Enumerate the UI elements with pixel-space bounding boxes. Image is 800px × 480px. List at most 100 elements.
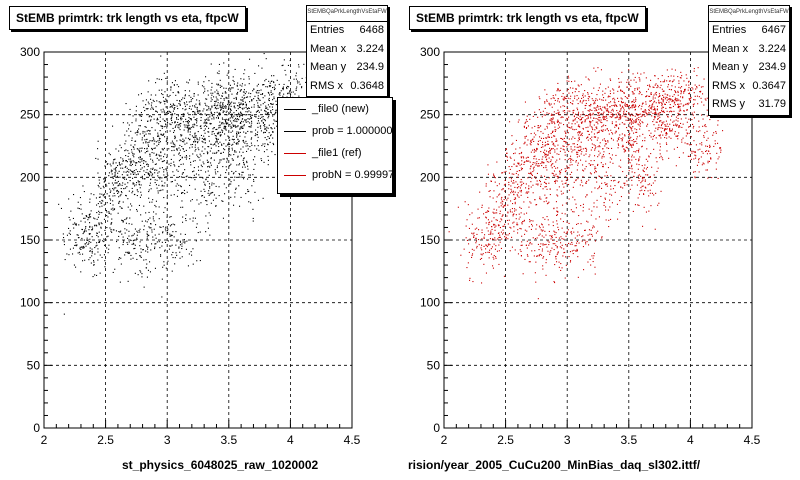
scatter-point bbox=[594, 266, 596, 268]
scatter-point bbox=[623, 92, 625, 94]
scatter-point bbox=[237, 88, 239, 90]
scatter-point bbox=[575, 88, 577, 90]
scatter-point bbox=[126, 130, 128, 132]
plot-frame bbox=[443, 51, 753, 429]
scatter-point bbox=[622, 144, 624, 146]
scatter-point bbox=[694, 154, 696, 156]
scatter-point bbox=[704, 125, 706, 127]
scatter-point bbox=[128, 128, 130, 130]
scatter-point bbox=[233, 204, 235, 206]
scatter-point bbox=[591, 98, 593, 100]
scatter-point bbox=[232, 173, 234, 175]
scatter-point bbox=[576, 223, 578, 225]
scatter-point bbox=[632, 93, 634, 95]
scatter-point bbox=[485, 216, 487, 218]
scatter-point bbox=[632, 143, 634, 145]
scatter-point bbox=[575, 113, 577, 115]
scatter-point bbox=[494, 224, 496, 226]
scatter-point bbox=[261, 160, 263, 162]
scatter-point bbox=[240, 102, 242, 104]
scatter-point bbox=[603, 151, 605, 153]
scatter-point bbox=[190, 108, 192, 110]
scatter-point bbox=[691, 112, 693, 114]
scatter-point bbox=[547, 154, 549, 156]
scatter-point bbox=[195, 135, 197, 137]
scatter-point bbox=[501, 219, 503, 221]
scatter-point bbox=[539, 140, 541, 142]
scatter-point bbox=[621, 133, 623, 135]
scatter-point bbox=[550, 159, 552, 161]
scatter-point bbox=[564, 171, 566, 173]
scatter-point bbox=[168, 110, 170, 112]
scatter-point bbox=[143, 106, 145, 108]
scatter-point bbox=[218, 94, 220, 96]
scatter-point bbox=[132, 257, 134, 259]
scatter-point bbox=[531, 173, 533, 175]
scatter-point bbox=[652, 112, 654, 114]
scatter-point bbox=[222, 92, 224, 94]
legend-entry: prob = 1.000000 bbox=[278, 120, 392, 142]
scatter-point bbox=[594, 273, 596, 275]
scatter-point bbox=[669, 104, 671, 106]
scatter-point bbox=[161, 161, 163, 163]
scatter-point bbox=[562, 221, 564, 223]
scatter-point bbox=[273, 75, 275, 77]
scatter-point bbox=[234, 151, 236, 153]
scatter-point bbox=[629, 84, 631, 86]
scatter-point bbox=[221, 123, 223, 125]
scatter-point bbox=[642, 179, 644, 181]
scatter-point bbox=[180, 114, 182, 116]
scatter-point bbox=[176, 117, 178, 119]
scatter-point bbox=[84, 221, 86, 223]
scatter-point bbox=[207, 170, 209, 172]
scatter-point bbox=[150, 168, 152, 170]
scatter-point bbox=[573, 249, 575, 251]
scatter-point bbox=[594, 148, 596, 150]
scatter-point bbox=[208, 174, 210, 176]
scatter-point bbox=[175, 185, 177, 187]
scatter-point bbox=[608, 111, 610, 113]
scatter-point bbox=[539, 253, 541, 255]
scatter-point bbox=[692, 150, 694, 152]
scatter-point bbox=[140, 251, 142, 253]
scatter-point bbox=[150, 249, 152, 251]
scatter-point bbox=[288, 92, 290, 94]
scatter-point bbox=[558, 101, 560, 103]
scatter-point bbox=[141, 115, 143, 117]
scatter-point bbox=[576, 146, 578, 148]
scatter-point bbox=[648, 112, 650, 114]
scatter-point bbox=[593, 101, 595, 103]
scatter-point bbox=[584, 105, 586, 107]
scatter-point bbox=[589, 112, 591, 114]
scatter-point bbox=[603, 111, 605, 113]
scatter-point bbox=[93, 217, 95, 219]
scatter-point bbox=[636, 117, 638, 119]
scatter-point bbox=[135, 174, 137, 176]
scatter-point bbox=[591, 109, 593, 111]
scatter-point bbox=[144, 178, 146, 180]
scatter-point bbox=[481, 254, 483, 256]
scatter-point bbox=[646, 91, 648, 93]
scatter-point bbox=[136, 237, 138, 239]
scatter-point bbox=[210, 162, 212, 164]
scatter-point bbox=[170, 245, 172, 247]
scatter-point bbox=[553, 230, 555, 232]
scatter-point bbox=[475, 240, 477, 242]
scatter-point bbox=[649, 189, 651, 191]
scatter-point bbox=[624, 184, 626, 186]
scatter-point bbox=[568, 256, 570, 258]
scatter-point bbox=[192, 136, 194, 138]
scatter-point bbox=[617, 147, 619, 149]
scatter-point bbox=[198, 100, 200, 102]
scatter-point bbox=[219, 124, 221, 126]
scatter-point bbox=[151, 231, 153, 233]
scatter-point bbox=[535, 158, 537, 160]
scatter-point bbox=[557, 195, 559, 197]
scatter-point bbox=[678, 132, 680, 134]
scatter-point bbox=[673, 75, 675, 77]
scatter-point bbox=[242, 108, 244, 110]
scatter-point bbox=[563, 186, 565, 188]
scatter-point bbox=[250, 93, 252, 95]
scatter-point bbox=[146, 221, 148, 223]
scatter-point bbox=[101, 234, 103, 236]
